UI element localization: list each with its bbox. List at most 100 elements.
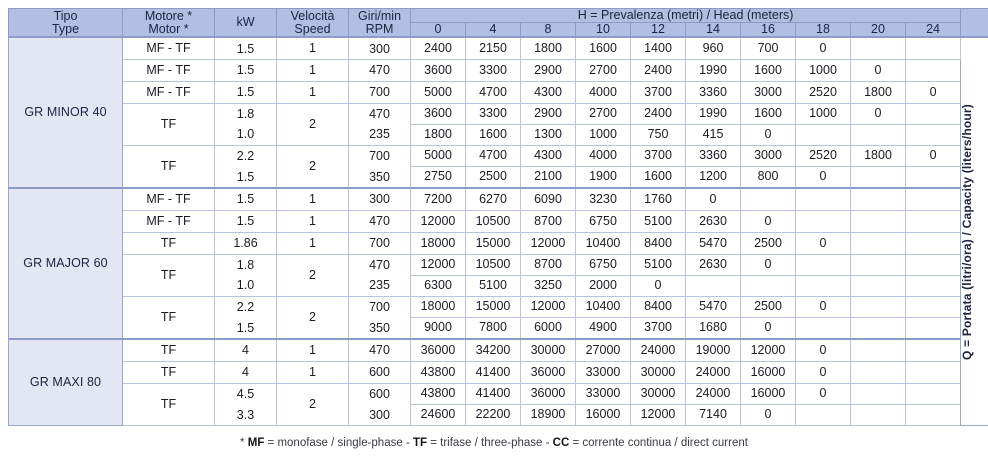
capacity-value: 0 <box>904 144 962 167</box>
capacity-value: 43800 <box>410 382 466 405</box>
capacity-value <box>850 187 906 212</box>
capacity-value: 4300 <box>520 144 576 167</box>
table-row: 9000 7800 6000 4900 3700 1680 0 <box>9 316 988 340</box>
header-head-value-16: 16 <box>740 22 796 38</box>
capacity-value: 2100 <box>520 165 576 189</box>
rpm-value: 470 <box>348 59 411 82</box>
capacity-value: 6750 <box>575 253 631 276</box>
capacity-value: 30000 <box>520 338 576 363</box>
footnote-tf-text: = trifase / three-phase - <box>427 437 553 449</box>
kw-line: 1.8 <box>236 106 255 121</box>
capacity-value: 41400 <box>465 382 521 405</box>
capacity-value <box>795 316 851 340</box>
rpm-value: 470 <box>348 210 411 233</box>
capacity-value: 5470 <box>685 231 741 255</box>
capacity-value <box>850 123 906 146</box>
table-row: TF 2.2 1.5 2 700 350 18000 15000 12000 10400 8400 5… <box>9 295 988 340</box>
capacity-value: 24000 <box>685 361 741 384</box>
capacity-value: 2750 <box>410 165 466 189</box>
speed-count: 1 <box>276 187 349 212</box>
capacity-value: 16000 <box>575 403 631 427</box>
capacity-value: 12000 <box>410 253 466 276</box>
kw-value: 1.5 <box>214 187 277 212</box>
kw-line: 1.8 <box>236 257 255 272</box>
capacity-value: 36000 <box>410 338 466 363</box>
capacity-value <box>850 36 906 61</box>
header-head-value-20: 20 <box>850 22 906 38</box>
capacity-value <box>904 316 962 340</box>
capacity-value: 16000 <box>740 361 796 384</box>
pump-type-gr-minor-40: GR MINOR 40 <box>8 36 123 189</box>
capacity-value: 3360 <box>685 144 741 167</box>
capacity-value: 2900 <box>520 102 576 125</box>
motor-type: TF <box>122 231 215 255</box>
capacity-value <box>904 187 962 212</box>
capacity-value: 5000 <box>410 144 466 167</box>
capacity-value: 3600 <box>410 102 466 125</box>
rpm-line: 470 <box>369 106 390 121</box>
kw-line: 1.5 <box>236 320 255 335</box>
capacity-value: 4300 <box>520 80 576 104</box>
capacity-value <box>904 231 962 255</box>
capacity-value: 10500 <box>465 210 521 233</box>
capacity-value: 5470 <box>685 295 741 318</box>
rpm-line: 470 <box>369 343 390 358</box>
footnote-star: * <box>240 437 245 449</box>
motor-type: TF <box>122 253 215 297</box>
capacity-value: 2520 <box>795 144 851 167</box>
kw-line: 1.86 <box>233 236 258 251</box>
speed-count: 2 <box>276 382 349 427</box>
rpm-line: 700 <box>369 299 390 314</box>
capacity-value <box>904 338 962 363</box>
rpm-line: 600 <box>369 365 390 380</box>
rpm-value: 700 <box>348 231 411 255</box>
header-speed-line2: Speed <box>294 21 331 36</box>
capacity-value: 30000 <box>630 382 686 405</box>
header-head-value-0: 0 <box>410 22 466 38</box>
capacity-value: 1400 <box>630 36 686 61</box>
kw-value: 1.5 <box>214 80 277 104</box>
motor-type: TF <box>122 102 215 146</box>
header-motor: Motore * Motor * <box>122 8 215 38</box>
table-row: TF 1.8 1.0 2 470 235 12000 10500 8700 6750 5100 263… <box>9 253 988 297</box>
capacity-value: 10500 <box>465 253 521 276</box>
motor-type: MF - TF <box>122 80 215 104</box>
rpm-line: 700 <box>369 85 390 100</box>
capacity-value <box>795 274 851 297</box>
header-head-value-18: 18 <box>795 22 851 38</box>
table-row: 1800 1600 1300 1000 750 415 0 <box>9 123 988 146</box>
capacity-value: 2500 <box>465 165 521 189</box>
capacity-value <box>850 316 906 340</box>
capacity-value <box>850 231 906 255</box>
capacity-value: 1600 <box>465 123 521 146</box>
capacity-value: 5100 <box>465 274 521 297</box>
capacity-value: 0 <box>795 295 851 318</box>
capacity-value: 3250 <box>520 274 576 297</box>
capacity-value: 43800 <box>410 361 466 384</box>
capacity-value: 18900 <box>520 403 576 427</box>
capacity-value <box>850 210 906 233</box>
header-head-value-14: 14 <box>685 22 741 38</box>
capacity-value: 1900 <box>575 165 631 189</box>
header-head-value-12: 12 <box>630 22 686 38</box>
header-row-top: Tipo Type Motore * Motor * kW Velocità S… <box>8 7 988 38</box>
capacity-value <box>850 274 906 297</box>
speed-count: 1 <box>276 59 349 82</box>
capacity-value: 27000 <box>575 338 631 363</box>
capacity-value: 18000 <box>410 231 466 255</box>
capacity-value: 7140 <box>685 403 741 427</box>
motor-type: MF - TF <box>122 36 215 61</box>
rpm-value: 470 235 <box>348 253 411 297</box>
capacity-value: 3600 <box>410 59 466 82</box>
speed-count: 2 <box>276 253 349 297</box>
capacity-value <box>904 123 962 146</box>
pump-specification-table: Tipo Type Motore * Motor * kW Velocità S… <box>8 7 988 427</box>
capacity-value: 12000 <box>630 403 686 427</box>
kw-value: 1.8 1.0 <box>214 253 277 297</box>
kw-line: 4.5 <box>236 386 255 401</box>
kw-line: 1.5 <box>236 41 255 56</box>
capacity-value <box>904 361 962 384</box>
capacity-value: 2400 <box>630 102 686 125</box>
capacity-value: 1800 <box>520 36 576 61</box>
capacity-value: 3000 <box>740 80 796 104</box>
